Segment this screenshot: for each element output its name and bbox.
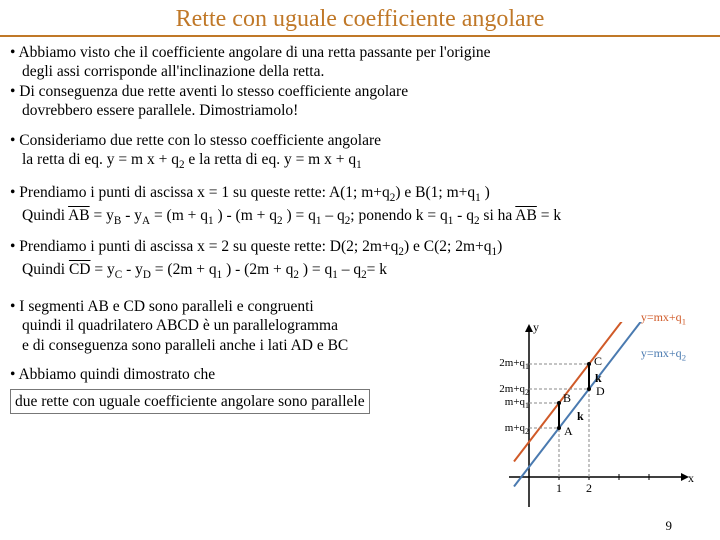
point-C-label: C xyxy=(594,354,602,369)
ytick-m-q2: m+q2 xyxy=(505,422,529,436)
page-number: 9 xyxy=(666,518,673,534)
p2b: la retta di eq. y = m x + q2 e la retta … xyxy=(10,151,362,168)
para-4: • Prendiamo i punti di ascissa x = 2 su … xyxy=(10,237,710,283)
ytick-m-q1: m+q1 xyxy=(505,396,529,410)
y-axis-label: y xyxy=(533,320,539,335)
xtick-2: 2 xyxy=(586,481,592,496)
left-bottom-block: • I segmenti AB e CD sono paralleli e co… xyxy=(10,297,480,414)
p4a: • Prendiamo i punti di ascissa x = 2 su … xyxy=(10,238,502,255)
point-D-label: D xyxy=(596,384,605,399)
p1b: degli assi corrisponde all'inclinazione … xyxy=(10,63,324,80)
point-B-label: B xyxy=(563,391,571,406)
ytick-2m-q2: 2m+q2 xyxy=(499,383,529,397)
p1d: dovrebbero essere parallele. Dimostriamo… xyxy=(10,102,298,119)
para-6: • Abbiamo quindi dimostrato che due rett… xyxy=(10,365,480,414)
p5c: e di conseguenza sono paralleli anche i … xyxy=(10,337,348,354)
p3b: Quindi AB = yB - yA = (m + q1 ) - (m + q… xyxy=(10,207,561,224)
graph: y x 2m+q1 m+q1 2m+q2 m+q2 1 2 A B C D k … xyxy=(479,322,694,512)
para-3: • Prendiamo i punti di ascissa x = 1 su … xyxy=(10,183,710,229)
ytick-2m-q1: 2m+q1 xyxy=(499,357,529,371)
p2a: • Consideriamo due rette con lo stesso c… xyxy=(10,132,381,149)
p6a: • Abbiamo quindi dimostrato che xyxy=(10,366,215,383)
p1c: • Di conseguenza due rette aventi lo ste… xyxy=(10,83,408,100)
p3a: • Prendiamo i punti di ascissa x = 1 su … xyxy=(10,184,490,201)
slide-title: Rette con uguale coefficiente angolare xyxy=(0,0,720,37)
p6b: due rette con uguale coefficiente angola… xyxy=(10,389,370,414)
para-2: • Consideriamo due rette con lo stesso c… xyxy=(10,131,710,173)
para-5: • I segmenti AB e CD sono paralleli e co… xyxy=(10,297,480,355)
p5b: quindi il quadrilatero ABCD è un paralle… xyxy=(10,317,338,334)
p4b: Quindi CD = yC - yD = (2m + q1 ) - (2m +… xyxy=(10,261,387,278)
p1a: • Abbiamo visto che il coefficiente ango… xyxy=(10,44,491,61)
p5a: • I segmenti AB e CD sono paralleli e co… xyxy=(10,298,314,315)
x-axis-label: x xyxy=(688,471,694,486)
k-label-cd: k xyxy=(577,409,584,424)
xtick-1: 1 xyxy=(556,481,562,496)
point-A-label: A xyxy=(564,424,573,439)
k-label-ab: k xyxy=(595,371,602,386)
para-1: • Abbiamo visto che il coefficiente ango… xyxy=(10,43,710,121)
